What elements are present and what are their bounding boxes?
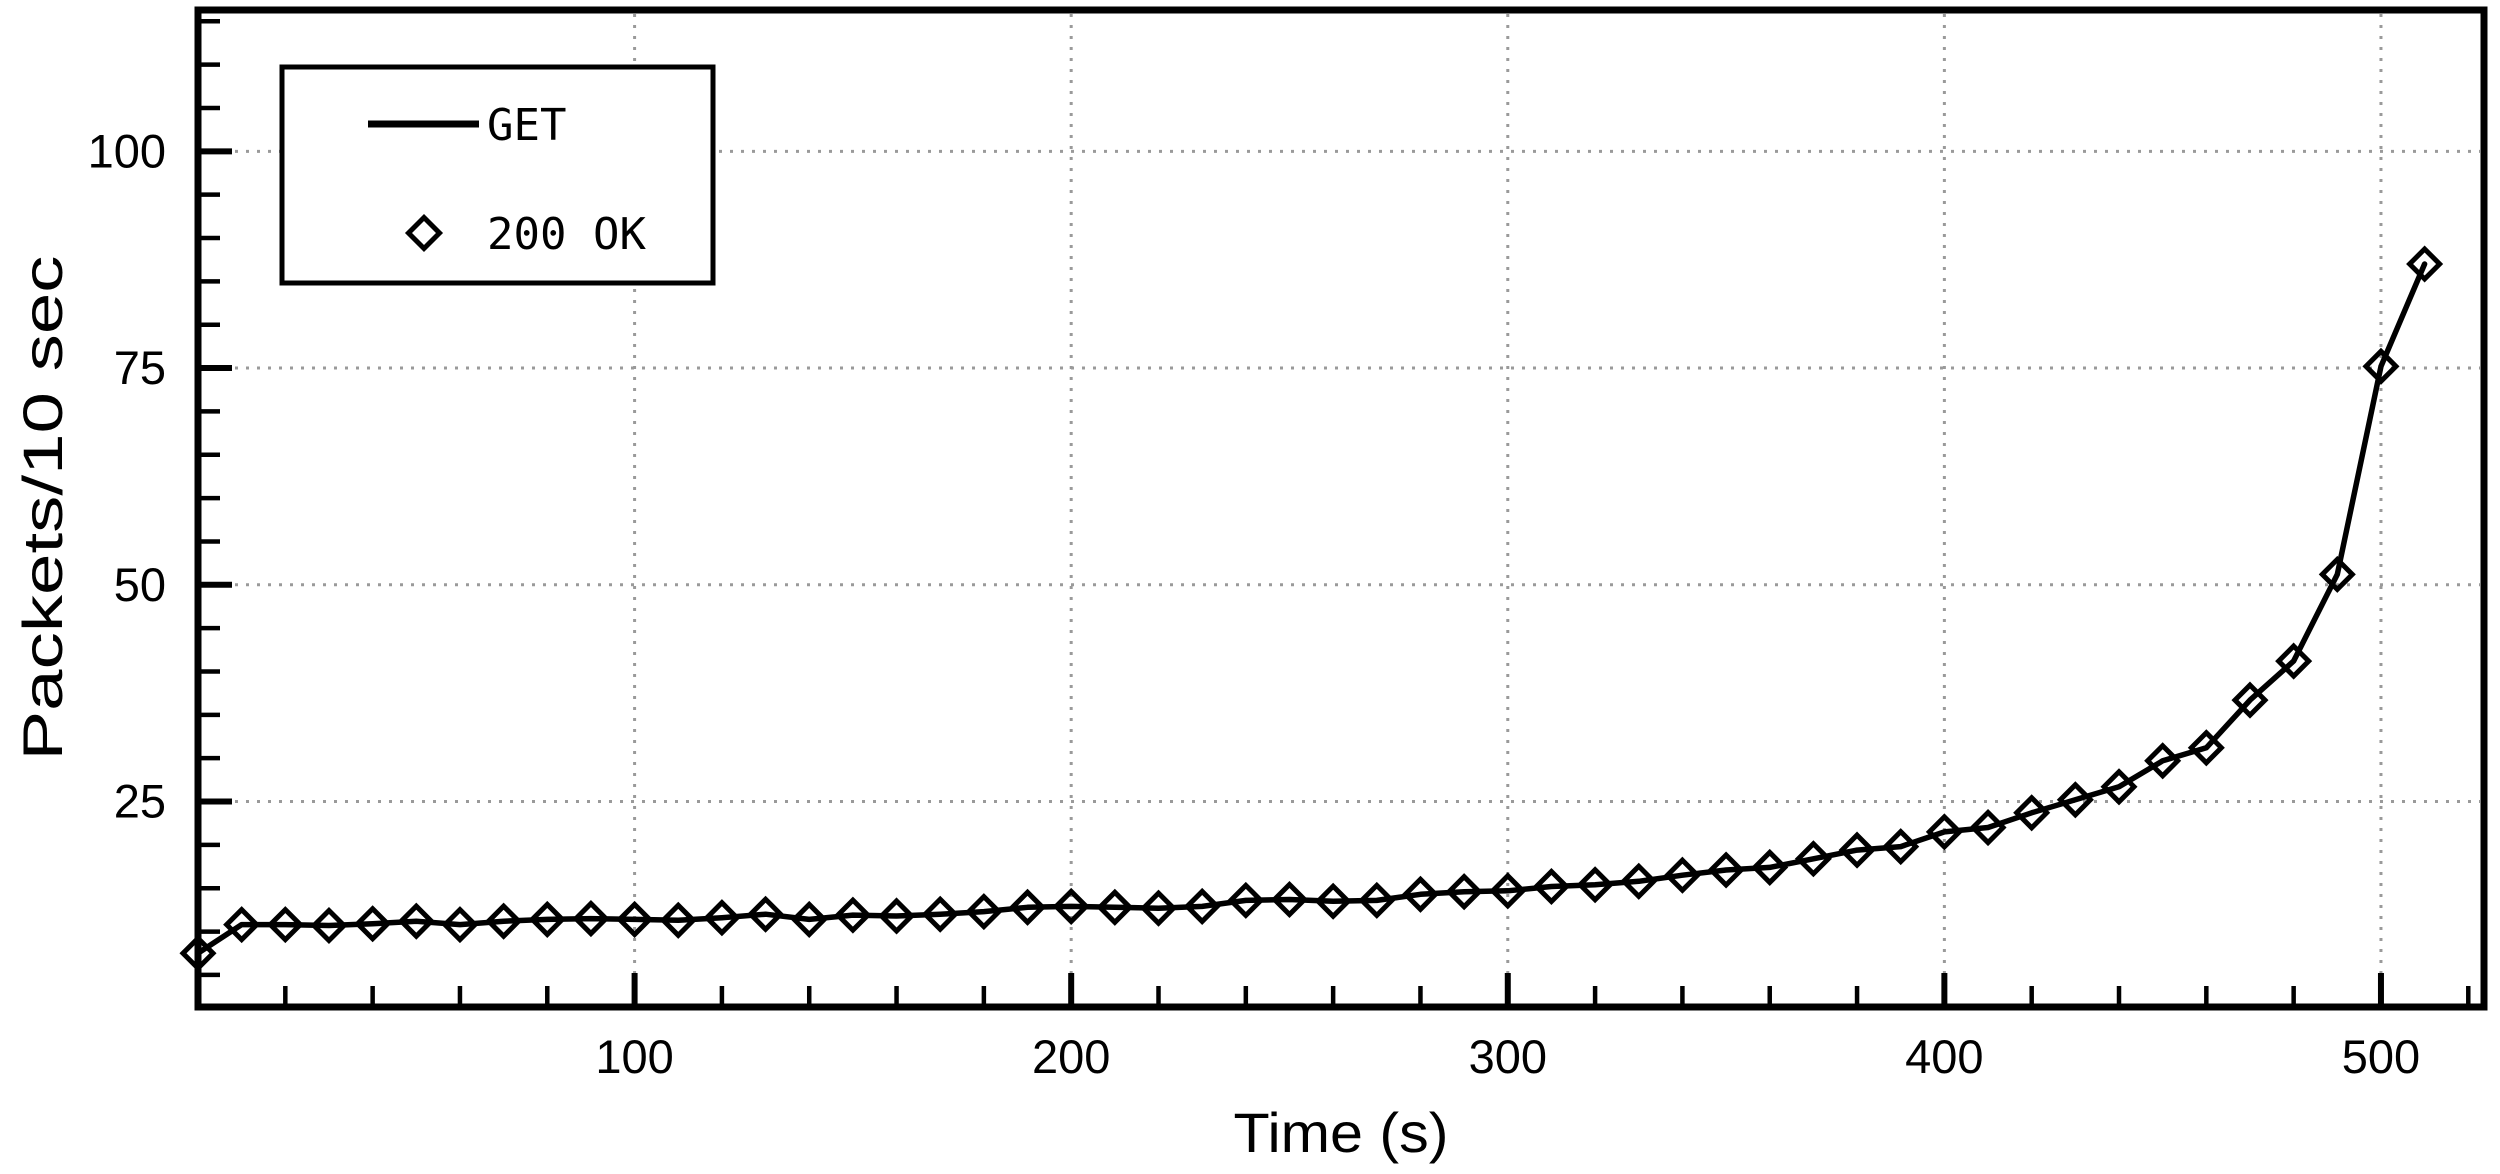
data-point-marker-200ok [659,901,697,939]
data-point-marker-200ok [1096,888,1134,926]
data-point-marker-200ok [965,893,1003,931]
y-axis-tick-label: 75 [114,341,166,394]
data-point-marker-200ok [878,897,916,935]
data-point-marker-200ok [572,900,610,938]
data-point-marker-200ok [1794,840,1832,878]
data-point-marker-200ok [2144,742,2182,780]
axis-ticks [201,19,2471,1004]
legend-label-200ok: 200 OK [487,209,646,260]
data-point-marker-200ok [2100,768,2138,806]
legend-label-get: GET [487,100,566,151]
data-point-marker-200ok [1532,867,1570,906]
x-axis-title: Time (s) [1234,1101,1449,1164]
legend-diamond-sample-200ok [404,213,444,253]
data-point-marker-200ok [1052,887,1090,925]
data-point-marker-200ok [179,934,217,972]
data-point-marker-200ok [2362,347,2400,385]
data-point-marker-200ok [1445,873,1483,911]
data-point-marker-200ok [790,900,828,938]
y-axis-tick-label: 25 [114,775,166,828]
data-point-marker-200ok [921,895,959,933]
data-point-marker-200ok [1925,813,1963,851]
data-point-marker-200ok [1183,887,1221,925]
data-point-marker-200ok [354,905,392,943]
data-point-marker-200ok [2275,642,2313,680]
data-point-marker-200ok [1008,888,1047,926]
legend: GET 200 OK [279,64,716,286]
data-point-marker-200ok [1620,862,1658,900]
data-point-marker-200ok [1358,881,1396,919]
x-axis-tick-label: 400 [1905,1030,1983,1083]
data-point-marker-200ok [1401,875,1439,913]
data-point-marker-200ok [1227,881,1265,919]
x-axis-tick-label: 500 [2342,1030,2420,1083]
data-point-marker-200ok [1576,866,1614,904]
data-point-marker-200ok [2318,555,2356,593]
x-axis-tick-label: 300 [1469,1030,1547,1083]
data-point-marker-200ok [2406,245,2444,283]
data-point-marker-200ok [1139,889,1178,927]
data-point-marker-200ok [1751,848,1789,886]
y-axis-tick-label: 100 [88,124,166,177]
data-point-marker-200ok [1707,851,1745,889]
data-point-marker-200ok [2231,681,2269,719]
data-point-marker-200ok [1314,882,1352,920]
series-get-line [195,261,2428,956]
data-point-marker-200ok [1838,831,1876,869]
data-point-marker-200ok [223,906,261,944]
data-point-marker-200ok [1663,856,1701,894]
axis-tick-labels: 100 200 300 400 500 25 50 75 100 [88,124,2421,1083]
data-point-marker-200ok [266,906,304,944]
data-point-marker-200ok [747,895,785,933]
data-point-marker-200ok [1882,828,1920,866]
x-axis-tick-label: 100 [595,1030,673,1083]
data-point-marker-200ok [2013,794,2051,832]
y-axis-tick-label: 50 [114,558,166,611]
data-point-marker-200ok [310,906,348,945]
data-point-marker-200ok [2187,729,2225,767]
data-point-marker-200ok [485,902,523,940]
plot-frame [194,6,2488,1011]
data-point-marker-200ok [703,899,741,937]
data-point-marker-200ok [1270,880,1309,919]
data-point-marker-200ok [528,900,566,938]
legend-box [279,64,716,286]
x-axis-tick-label: 200 [1032,1030,1110,1083]
data-point-marker-200ok [441,906,479,944]
data-point-marker-200ok [834,896,872,934]
data-point-marker-200ok [1969,809,2007,847]
data-point-marker-200ok [2056,781,2094,819]
series-line-get [195,261,2428,956]
data-point-marker-200ok [397,902,435,940]
y-axis-title: Packets/10 sec [11,255,74,760]
data-point-marker-200ok [616,900,654,938]
series-200ok-markers [179,245,2444,972]
data-point-marker-200ok [1489,872,1527,910]
